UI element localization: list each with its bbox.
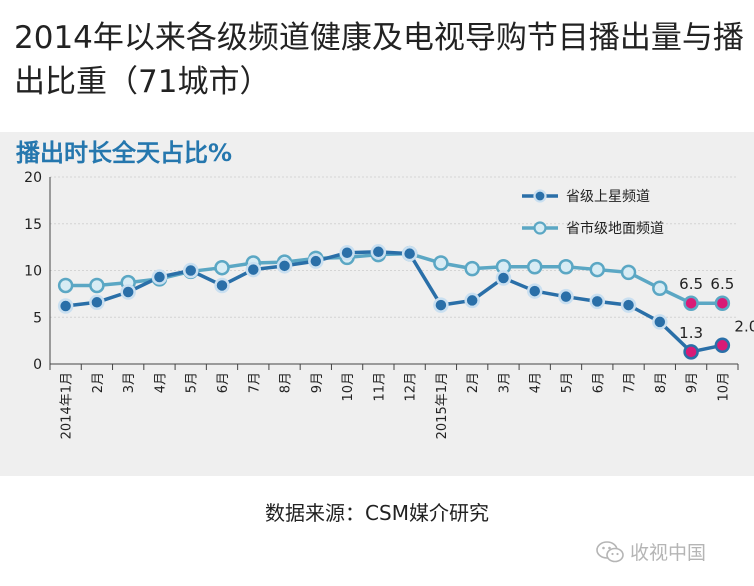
data-point xyxy=(433,255,449,271)
x-tick-label: 9月 xyxy=(685,372,700,393)
x-tick-label: 3月 xyxy=(497,372,512,393)
y-tick-label: 0 xyxy=(33,357,42,373)
data-point xyxy=(589,293,606,310)
watermark-text: 收视中国 xyxy=(630,542,707,564)
data-point xyxy=(652,314,668,330)
data-point xyxy=(370,244,387,260)
legend-marker xyxy=(533,189,547,203)
data-point xyxy=(401,245,418,262)
x-tick-label: 9月 xyxy=(310,372,325,393)
data-point xyxy=(433,297,449,313)
legend-label: 省市级地面频道 xyxy=(566,220,664,237)
data-label: 6.5 xyxy=(679,275,703,293)
x-tick-label: 2月 xyxy=(91,372,106,393)
data-point xyxy=(464,292,480,309)
x-tick-label: 8月 xyxy=(279,372,294,393)
data-label: 6.5 xyxy=(710,275,734,293)
data-point xyxy=(652,280,668,297)
data-point xyxy=(245,261,262,278)
x-tick-label: 5月 xyxy=(560,372,575,393)
data-point xyxy=(558,259,574,275)
data-point xyxy=(683,295,699,311)
x-tick-label: 4月 xyxy=(153,372,168,393)
data-source: 数据来源：CSM媒介研究 xyxy=(265,501,489,525)
x-tick-label: 2月 xyxy=(466,372,481,393)
data-point xyxy=(151,269,168,285)
data-point xyxy=(308,253,324,269)
data-point xyxy=(120,284,136,300)
data-point xyxy=(214,277,230,294)
data-point xyxy=(683,344,699,360)
x-tick-label: 6月 xyxy=(591,372,606,393)
y-tick-label: 15 xyxy=(24,217,42,233)
data-point xyxy=(182,262,199,279)
data-point xyxy=(339,244,355,261)
x-tick-label: 12月 xyxy=(404,372,419,402)
data-point xyxy=(495,270,512,286)
data-point xyxy=(89,294,105,311)
data-point xyxy=(714,295,731,311)
x-tick-label: 11月 xyxy=(372,372,387,402)
y-tick-label: 10 xyxy=(24,264,42,280)
x-tick-label: 2015年1月 xyxy=(435,372,450,439)
data-point xyxy=(558,288,574,305)
data-point xyxy=(526,259,543,275)
x-tick-label: 8月 xyxy=(654,372,669,393)
data-point xyxy=(214,259,230,276)
data-point xyxy=(276,258,293,274)
data-point xyxy=(714,337,731,354)
x-tick-label: 7月 xyxy=(623,372,638,393)
x-tick-label: 7月 xyxy=(247,372,262,393)
legend-marker xyxy=(533,221,547,235)
watermark: 收视中国 xyxy=(596,538,706,565)
x-tick-label: 10月 xyxy=(716,372,731,402)
y-tick-label: 20 xyxy=(24,170,42,186)
x-tick-label: 2014年1月 xyxy=(60,372,75,439)
data-label: 2.0 xyxy=(734,317,754,335)
series-line xyxy=(65,250,723,354)
data-point xyxy=(89,277,105,294)
data-point xyxy=(464,260,480,277)
x-tick-label: 10月 xyxy=(341,372,356,402)
wechat-icon xyxy=(596,540,624,562)
data-point xyxy=(526,283,543,299)
y-tick-label: 5 xyxy=(33,310,42,326)
data-point xyxy=(57,277,74,294)
data-point xyxy=(57,298,74,314)
headline: 2014年以来各级频道健康及电视导购节目播出量与播出比重（71城市） xyxy=(14,20,744,100)
x-tick-label: 4月 xyxy=(529,372,544,393)
data-point xyxy=(620,297,637,313)
x-tick-label: 5月 xyxy=(185,372,200,393)
data-label: 1.3 xyxy=(679,324,703,342)
x-tick-label: 6月 xyxy=(216,372,231,393)
chart-title: 播出时长全天占比% xyxy=(16,139,233,167)
data-point xyxy=(589,261,606,278)
legend-label: 省级上星频道 xyxy=(566,189,650,205)
data-point xyxy=(620,264,637,281)
x-tick-label: 3月 xyxy=(122,372,137,393)
